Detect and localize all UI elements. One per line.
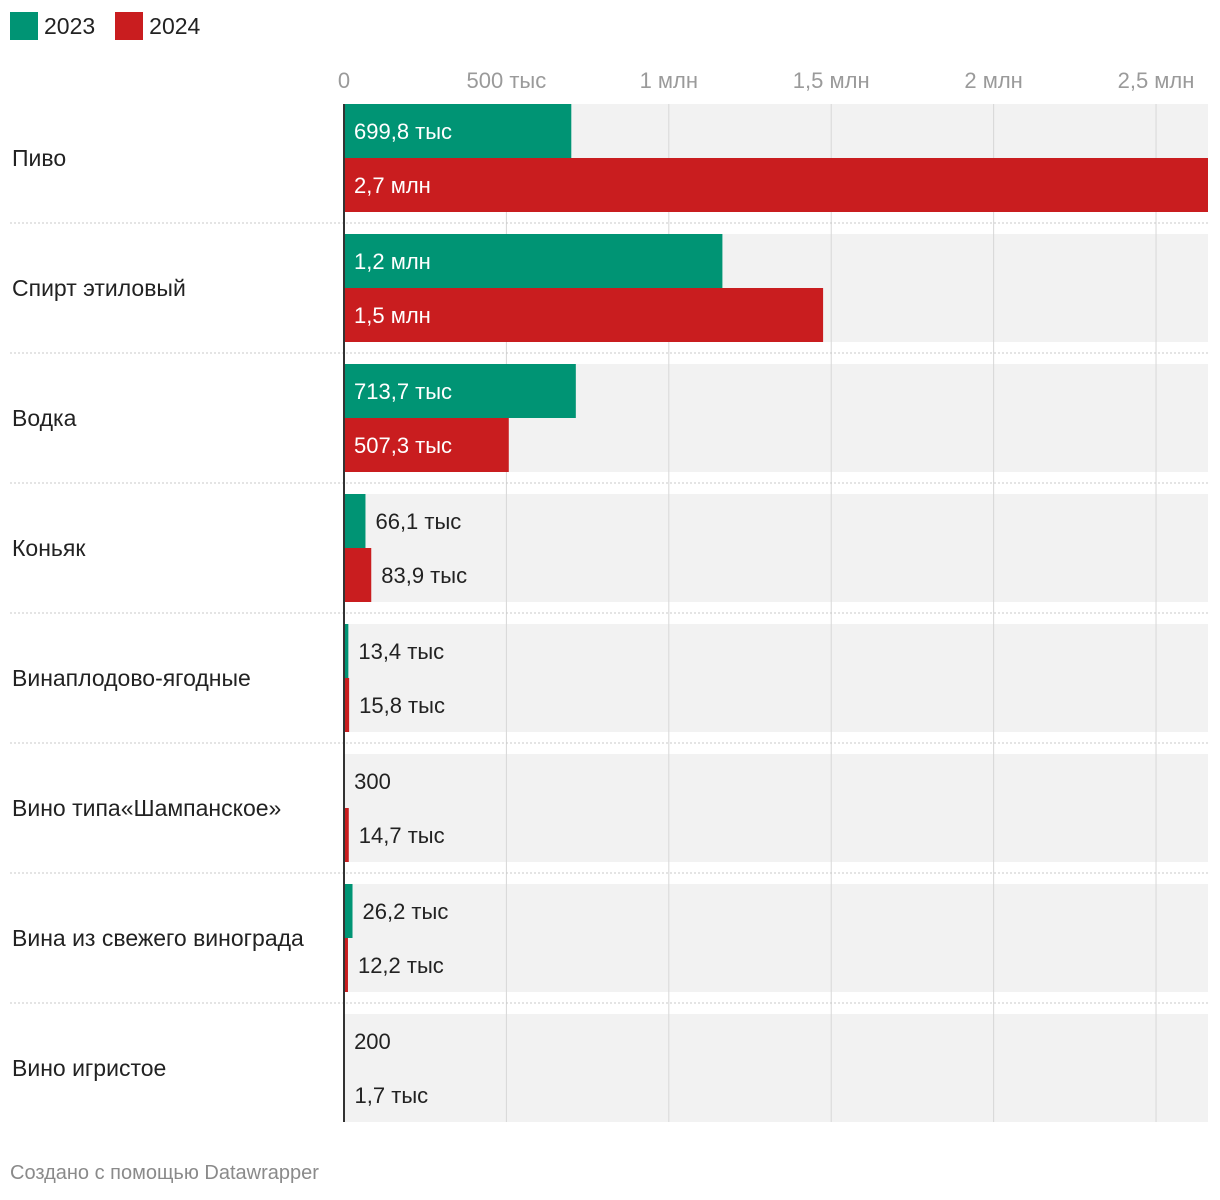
bar-value-label: 14,7 тыс (359, 823, 445, 848)
bar-value-label: 66,1 тыс (375, 509, 461, 534)
bar-2023 (344, 234, 723, 288)
bar-value-label: 1,2 млн (354, 249, 431, 274)
bar-2024 (344, 808, 349, 862)
x-tick-label: 1,5 млн (793, 68, 870, 93)
category-label: Пиво (12, 145, 66, 171)
category-label: Коньяк (12, 535, 86, 561)
footer-credit: Создано с помощью Datawrapper (10, 1162, 319, 1184)
bar-2024 (344, 938, 348, 992)
bar-value-label: 713,7 тыс (354, 379, 452, 404)
bar-value-label: 200 (354, 1029, 391, 1054)
bar-2024 (344, 418, 509, 472)
legend-item-2023: 2023 (10, 12, 95, 40)
legend-label-2023: 2023 (44, 12, 96, 39)
bar-2024 (344, 288, 824, 342)
bar-2023 (344, 884, 353, 938)
bar-value-label: 1,5 млн (354, 303, 431, 328)
bar-2023 (344, 104, 572, 158)
bar-value-label: 15,8 тыс (359, 693, 445, 718)
x-tick-label: 1 млн (640, 68, 698, 93)
x-tick-label: 2 млн (964, 68, 1022, 93)
row-background (344, 884, 1208, 992)
row-background (344, 754, 1208, 862)
legend-swatch-2023 (10, 12, 38, 40)
bar-value-label: 26,2 тыс (363, 899, 449, 924)
bar-2023 (344, 494, 366, 548)
legend-item-2024: 2024 (115, 12, 200, 40)
category-label: Вино типа«Шампанское» (12, 795, 281, 821)
bar-value-label: 2,7 млн (354, 173, 431, 198)
legend-swatch-2024 (115, 12, 144, 40)
bar-2024 (344, 678, 350, 732)
bar-value-label: 1,7 тыс (355, 1083, 429, 1108)
bar-chart: 0 500 тыс 1 млн 1,5 млн 2 млн 2,5 млн Пиво 699,… (10, 68, 1208, 1122)
category-label: Спирт этиловый (12, 275, 186, 301)
bar-2023 (344, 364, 576, 418)
bar-value-label: 507,3 тыс (354, 433, 452, 458)
x-tick-label: 0 (338, 68, 350, 93)
row-background (344, 624, 1208, 732)
legend-label-2024: 2024 (149, 12, 201, 39)
bar-value-label: 300 (354, 769, 391, 794)
bar-2024 (344, 158, 1208, 212)
row-background (344, 1014, 1208, 1122)
x-tick-label: 500 тыс (467, 68, 547, 93)
x-tick-label: 2,5 млн (1118, 68, 1195, 93)
legend: 2023 2024 (10, 12, 220, 40)
category-label: Вино игристое (12, 1055, 166, 1081)
category-label: Водка (12, 405, 77, 431)
bar-2024 (344, 548, 372, 602)
bar-value-label: 699,8 тыс (354, 119, 452, 144)
bar-value-label: 83,9 тыс (381, 563, 467, 588)
bar-value-label: 13,4 тыс (358, 639, 444, 664)
bar-value-label: 12,2 тыс (358, 953, 444, 978)
category-label: Винаплодово-ягодные (12, 665, 251, 691)
row-background (344, 494, 1208, 602)
bar-2023 (344, 624, 349, 678)
category-label: Вина из свежего винограда (12, 925, 304, 951)
